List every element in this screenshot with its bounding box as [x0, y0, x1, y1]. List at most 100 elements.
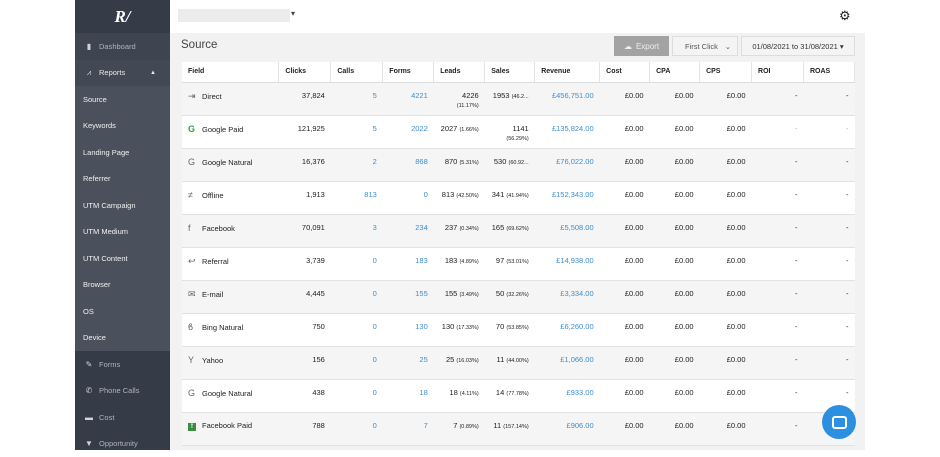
forms-cell[interactable]: 234: [383, 214, 434, 247]
sidebar-item-landing-page[interactable]: Landing Page: [75, 139, 170, 166]
revenue-link[interactable]: £135,824.00: [552, 124, 594, 133]
revenue-cell[interactable]: £456,751.00: [535, 82, 600, 115]
sidebar-item-opportunity[interactable]: ▼Opportunity: [75, 431, 170, 457]
forms-link[interactable]: 234: [415, 223, 428, 232]
sidebar-item-phone-calls[interactable]: ✆Phone Calls: [75, 378, 170, 405]
calls-link[interactable]: 2: [373, 157, 377, 166]
table-row[interactable]: ≠Offline 1,913 813 0 813 (42.50%) 341 (4…: [182, 181, 855, 214]
calls-cell[interactable]: 0: [331, 379, 383, 412]
revenue-link[interactable]: £14,938.00: [556, 256, 594, 265]
sidebar-item-dashboard[interactable]: ▮Dashboard: [75, 33, 170, 60]
calls-cell[interactable]: 2: [331, 148, 383, 181]
column-header-sales[interactable]: Sales: [485, 62, 535, 82]
revenue-cell[interactable]: £14,938.00: [535, 247, 600, 280]
forms-link[interactable]: 25: [419, 355, 427, 364]
sidebar-item-utm-content[interactable]: UTM Content: [75, 245, 170, 272]
forms-link[interactable]: 4221: [411, 91, 428, 100]
calls-cell[interactable]: 5: [331, 115, 383, 148]
column-header-cost[interactable]: Cost: [600, 62, 650, 82]
forms-link[interactable]: 183: [415, 256, 428, 265]
table-row[interactable]: ⇥Direct 37,824 5 4221 4226 (11.17%) 1953…: [182, 82, 855, 115]
column-header-cpa[interactable]: CPA: [650, 62, 700, 82]
account-select[interactable]: [178, 9, 290, 22]
calls-cell[interactable]: 0: [331, 247, 383, 280]
gear-icon[interactable]: ⚙: [839, 8, 851, 24]
calls-link[interactable]: 0: [373, 421, 377, 430]
calls-cell[interactable]: 813: [331, 181, 383, 214]
sidebar-item-utm-medium[interactable]: UTM Medium: [75, 219, 170, 246]
calls-link[interactable]: 0: [373, 322, 377, 331]
sidebar-item-keywords[interactable]: Keywords: [75, 113, 170, 140]
revenue-link[interactable]: £3,334.00: [560, 289, 593, 298]
calls-link[interactable]: 0: [373, 256, 377, 265]
forms-cell[interactable]: 0: [383, 181, 434, 214]
revenue-link[interactable]: £5,508.00: [560, 223, 593, 232]
sidebar-item-browser[interactable]: Browser: [75, 272, 170, 299]
forms-link[interactable]: 868: [415, 157, 428, 166]
calls-link[interactable]: 5: [373, 91, 377, 100]
column-header-roi[interactable]: ROI: [752, 62, 804, 82]
sidebar-item-cost[interactable]: ▬Cost: [75, 404, 170, 431]
sidebar-item-referrer[interactable]: Referrer: [75, 166, 170, 193]
calls-link[interactable]: 813: [364, 190, 377, 199]
revenue-cell[interactable]: £152,343.00: [535, 181, 600, 214]
column-header-cps[interactable]: CPS: [700, 62, 752, 82]
revenue-link[interactable]: £933.00: [567, 388, 594, 397]
sidebar-item-os[interactable]: OS: [75, 298, 170, 325]
column-header-leads[interactable]: Leads: [434, 62, 485, 82]
calls-link[interactable]: 0: [373, 289, 377, 298]
sidebar-item-device[interactable]: Device: [75, 325, 170, 352]
export-button[interactable]: ☁Export: [614, 36, 669, 56]
forms-link[interactable]: 155: [415, 289, 428, 298]
revenue-link[interactable]: £1,066.00: [560, 355, 593, 364]
revenue-cell[interactable]: £906.00: [535, 412, 600, 445]
table-row[interactable]: ↩Referral 3,739 0 183 183 (4.89%) 97 (53…: [182, 247, 855, 280]
column-header-revenue[interactable]: Revenue: [535, 62, 600, 82]
caret-up-icon[interactable]: ▲: [150, 70, 156, 76]
column-header-calls[interactable]: Calls: [331, 62, 383, 82]
calls-cell[interactable]: 0: [331, 280, 383, 313]
revenue-cell[interactable]: £1,066.00: [535, 346, 600, 379]
sidebar-item-source[interactable]: Source: [75, 86, 170, 113]
sidebar-item-utm-campaign[interactable]: UTM Campaign: [75, 192, 170, 219]
calls-cell[interactable]: 0: [331, 313, 383, 346]
revenue-cell[interactable]: £6,260.00: [535, 313, 600, 346]
calls-cell[interactable]: 0: [331, 346, 383, 379]
forms-cell[interactable]: 25: [383, 346, 434, 379]
forms-cell[interactable]: 183: [383, 247, 434, 280]
forms-link[interactable]: 2022: [411, 124, 428, 133]
forms-link[interactable]: 130: [415, 322, 428, 331]
calls-link[interactable]: 0: [373, 355, 377, 364]
chat-launcher-button[interactable]: [822, 405, 856, 439]
forms-link[interactable]: 18: [419, 388, 427, 397]
attribution-select[interactable]: First Click⌄: [672, 36, 738, 56]
date-range-picker[interactable]: 01/08/2021 to 31/08/2021 ▾: [741, 36, 855, 56]
forms-cell[interactable]: 2022: [383, 115, 434, 148]
column-header-field[interactable]: Field: [182, 62, 279, 82]
revenue-link[interactable]: £152,343.00: [552, 190, 594, 199]
caret-down-icon[interactable]: ▾: [291, 9, 295, 18]
forms-cell[interactable]: 18: [383, 379, 434, 412]
calls-link[interactable]: 5: [373, 124, 377, 133]
calls-link[interactable]: 3: [373, 223, 377, 232]
revenue-cell[interactable]: £76,022.00: [535, 148, 600, 181]
revenue-link[interactable]: £76,022.00: [556, 157, 594, 166]
revenue-link[interactable]: £6,260.00: [560, 322, 593, 331]
forms-cell[interactable]: 868: [383, 148, 434, 181]
logo[interactable]: R/: [75, 0, 170, 33]
revenue-cell[interactable]: £135,824.00: [535, 115, 600, 148]
table-row[interactable]: ✉E-mail 4,445 0 155 155 (3.49%) 50 (32.2…: [182, 280, 855, 313]
sidebar-item-forms[interactable]: ✎Forms: [75, 351, 170, 378]
calls-cell[interactable]: 3: [331, 214, 383, 247]
column-header-forms[interactable]: Forms: [383, 62, 434, 82]
revenue-cell[interactable]: £3,334.00: [535, 280, 600, 313]
revenue-cell[interactable]: £933.00: [535, 379, 600, 412]
revenue-cell[interactable]: £5,508.00: [535, 214, 600, 247]
calls-cell[interactable]: 0: [331, 412, 383, 445]
